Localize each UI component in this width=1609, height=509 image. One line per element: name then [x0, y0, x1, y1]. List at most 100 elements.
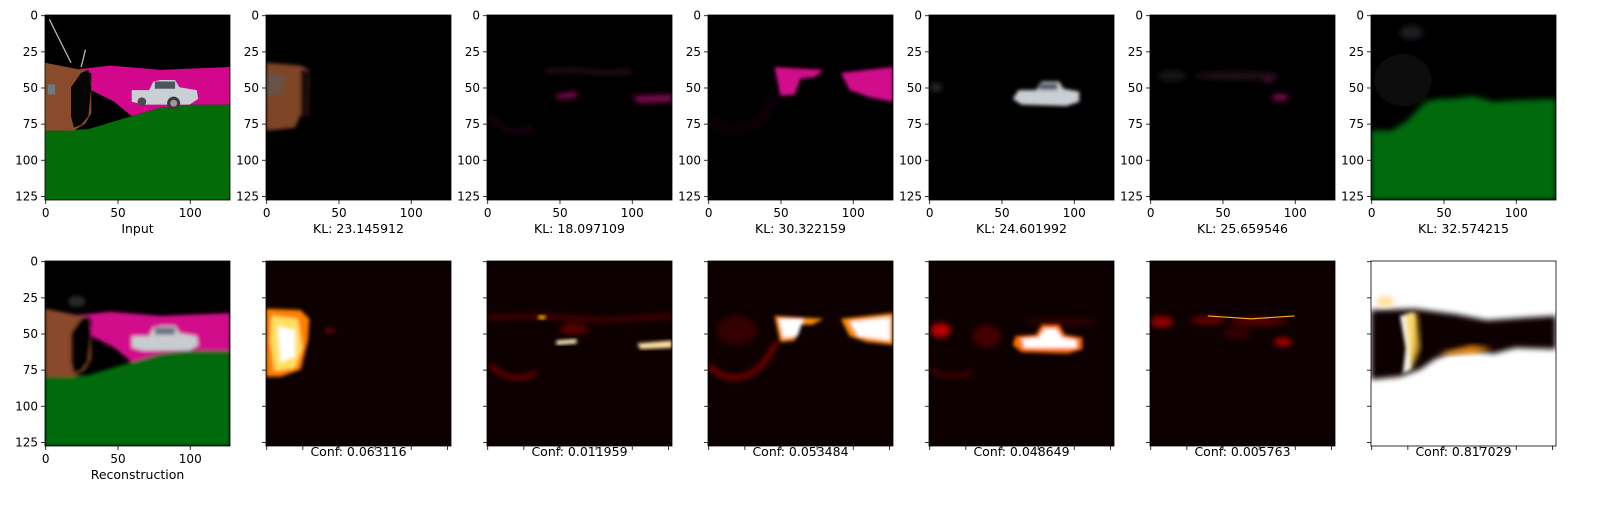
y-tick-label: 100 — [678, 153, 701, 167]
axes-frame — [707, 14, 894, 201]
panel-image — [708, 261, 893, 446]
y-tick-label: 25 — [244, 45, 259, 59]
panel-image — [266, 261, 451, 446]
axes-frame — [265, 260, 452, 447]
panel-caption: Conf: 0.048649 — [973, 444, 1069, 459]
axes-frame — [44, 260, 231, 447]
y-tick-label: 125 — [678, 189, 701, 203]
panel-1-6: Conf: 0.817029 — [1367, 260, 1557, 459]
x-tick-label: 50 — [331, 206, 346, 220]
x-tick-label: 0 — [926, 206, 934, 220]
panel-caption: Reconstruction — [91, 467, 185, 482]
y-tick-label: 100 — [899, 153, 922, 167]
y-tick-label: 0 — [251, 9, 259, 23]
panel-1-5: Conf: 0.005763 — [1146, 260, 1336, 459]
y-tick-label: 75 — [23, 363, 38, 377]
panel-1-0: 0 50 100 0 25 50 75 100 125 Reconstruction — [15, 255, 231, 482]
y-tick-label: 0 — [30, 255, 38, 269]
panel-0-3: 0 50 100 0 25 50 75 100 125 KL: 30.322159 — [678, 9, 894, 236]
x-tick-label: 100 — [179, 206, 202, 220]
y-tick-label: 50 — [1128, 81, 1143, 95]
y-tick-label: 25 — [23, 291, 38, 305]
axes-frame — [707, 260, 894, 447]
x-tick-label: 100 — [842, 206, 865, 220]
panel-0-0: 0 50 100 0 25 50 75 100 125 Input — [15, 9, 231, 236]
panel-1-3: Conf: 0.053484 — [704, 260, 894, 459]
panel-0-2: 0 50 100 0 25 50 75 100 125 KL: 18.097109 — [457, 9, 673, 236]
panel-image — [708, 15, 893, 200]
panel-image — [1150, 261, 1335, 446]
axes-frame — [1370, 14, 1557, 201]
panel-image — [1371, 261, 1556, 446]
x-tick-label: 100 — [621, 206, 644, 220]
x-tick-label: 0 — [1368, 206, 1376, 220]
y-tick-label: 125 — [457, 189, 480, 203]
x-tick-label: 0 — [484, 206, 492, 220]
y-tick-label: 100 — [15, 399, 38, 413]
axes-frame — [265, 14, 452, 201]
panel-caption: KL: 23.145912 — [313, 221, 404, 236]
axes-frame — [44, 14, 231, 201]
y-tick-label: 0 — [1356, 9, 1364, 23]
x-tick-label: 50 — [773, 206, 788, 220]
y-tick-label: 50 — [23, 327, 38, 341]
panel-caption: KL: 18.097109 — [534, 221, 625, 236]
y-tick-label: 75 — [23, 117, 38, 131]
panel-image — [929, 261, 1114, 446]
y-tick-label: 25 — [907, 45, 922, 59]
y-tick-label: 125 — [15, 435, 38, 449]
axes-frame — [1370, 260, 1557, 447]
panel-caption: KL: 30.322159 — [755, 221, 846, 236]
y-tick-label: 50 — [244, 81, 259, 95]
panel-1-4: Conf: 0.048649 — [925, 260, 1115, 459]
y-tick-label: 75 — [1128, 117, 1143, 131]
y-tick-label: 125 — [15, 189, 38, 203]
panel-caption: Conf: 0.005763 — [1194, 444, 1290, 459]
panel-caption: Conf: 0.063116 — [310, 444, 406, 459]
y-tick-label: 0 — [1135, 9, 1143, 23]
panel-caption: Conf: 0.817029 — [1415, 444, 1511, 459]
axes-frame — [486, 260, 673, 447]
y-tick-label: 0 — [472, 9, 480, 23]
y-tick-label: 125 — [236, 189, 259, 203]
y-tick-label: 0 — [693, 9, 701, 23]
panel-image — [487, 261, 672, 446]
y-tick-label: 125 — [1341, 189, 1364, 203]
panel-1-2: Conf: 0.011959 — [483, 260, 673, 459]
panel-caption: Conf: 0.053484 — [752, 444, 848, 459]
x-tick-label: 50 — [1436, 206, 1451, 220]
panel-0-1: 0 50 100 0 25 50 75 100 125 KL: 23.145912 — [236, 9, 452, 236]
y-tick-label: 75 — [1349, 117, 1364, 131]
y-tick-label: 125 — [1120, 189, 1143, 203]
panel-caption: Conf: 0.011959 — [531, 444, 627, 459]
x-tick-label: 100 — [1505, 206, 1528, 220]
panel-0-4: 0 50 100 0 25 50 75 100 125 KL: 24.601992 — [899, 9, 1115, 236]
panel-image — [929, 15, 1114, 200]
panel-image — [487, 15, 672, 200]
axes-frame — [1149, 260, 1336, 447]
y-tick-label: 100 — [1120, 153, 1143, 167]
panel-image — [1150, 15, 1335, 200]
y-tick-label: 75 — [244, 117, 259, 131]
y-tick-label: 0 — [30, 9, 38, 23]
x-tick-label: 50 — [110, 206, 125, 220]
y-tick-label: 100 — [15, 153, 38, 167]
x-tick-label: 50 — [1215, 206, 1230, 220]
x-tick-label: 0 — [705, 206, 713, 220]
panel-image — [1371, 15, 1556, 200]
x-tick-label: 0 — [263, 206, 271, 220]
y-tick-label: 25 — [1349, 45, 1364, 59]
x-tick-label: 50 — [552, 206, 567, 220]
x-tick-label: 100 — [1284, 206, 1307, 220]
panel-image — [45, 261, 230, 446]
y-tick-label: 25 — [465, 45, 480, 59]
x-tick-label: 50 — [994, 206, 1009, 220]
panel-caption: KL: 32.574215 — [1418, 221, 1509, 236]
y-tick-label: 100 — [1341, 153, 1364, 167]
panel-caption: Input — [121, 221, 153, 236]
y-tick-label: 75 — [465, 117, 480, 131]
y-tick-label: 25 — [23, 45, 38, 59]
x-tick-label: 0 — [42, 206, 50, 220]
y-tick-label: 50 — [1349, 81, 1364, 95]
